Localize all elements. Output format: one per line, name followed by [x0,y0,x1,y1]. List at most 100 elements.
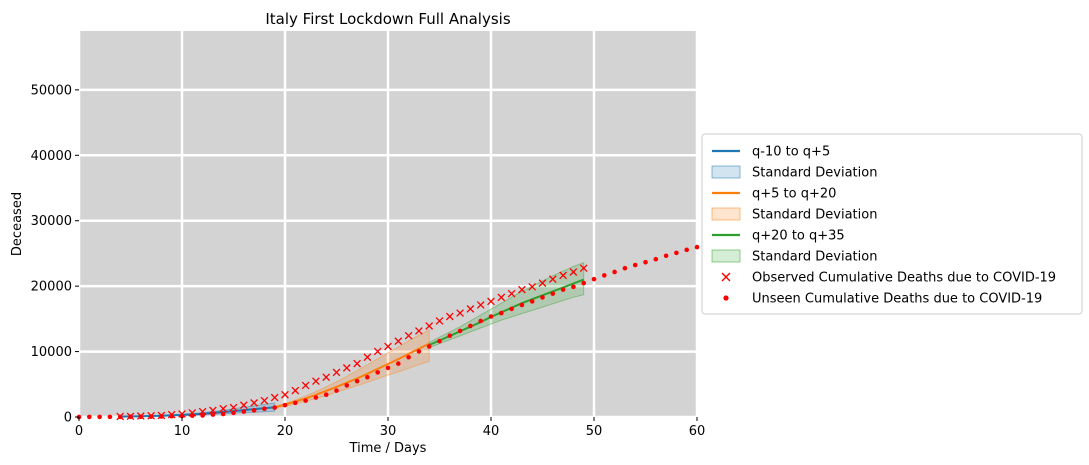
unseen-point [303,398,308,403]
observed-point [342,364,351,372]
observed-point [435,317,444,325]
unseen-point [581,280,586,286]
observed-point [116,412,125,421]
y-axis-ticks: 0 10000 20000 30000 40000 50000 [31,83,79,426]
unseen-point [653,256,659,262]
observed-point [363,353,372,362]
observed-point [559,271,567,280]
observed-point [507,289,516,298]
x-tick-label-0: 0 [75,424,83,439]
legend: q-10 to q+5 Standard Deviation q+5 to q+20… [701,133,1083,315]
legend-label-6: Standard Deviation [752,250,877,265]
observed-point [445,312,454,321]
observed-point [250,399,258,407]
unseen-point [159,414,164,419]
observed-point [301,381,310,390]
observed-point [147,411,155,420]
chart-title: Italy First Lockdown Full Analysis [265,10,510,28]
x-tick-label-3: 30 [380,424,397,439]
observed-point [415,327,423,335]
observed-point [219,404,228,413]
unseen-point [272,405,278,410]
observed-point [198,407,207,416]
unseen-point [488,314,494,319]
unseen-point [478,318,484,324]
observed-point [270,393,279,402]
unseen-point [643,259,648,265]
unseen-point [416,349,422,354]
unseen-point [262,406,267,412]
unseen-point [694,244,700,250]
observed-point [209,406,217,415]
observed-point [518,285,526,294]
y-axis-label: Deceased [10,192,25,256]
unseen-point [426,344,432,349]
unseen-points [76,244,700,420]
unseen-point [251,408,257,413]
observed-point [569,268,578,276]
legend-label-3: q+5 to q+20 [752,187,836,202]
unseen-point [375,370,381,375]
unseen-point [632,262,638,268]
x-tick-label-5: 50 [586,424,603,439]
unseen-point [509,306,514,312]
unseen-point [550,291,556,296]
series-lines [120,278,585,418]
x-axis-ticks: 0 10 20 30 40 50 60 [75,417,705,439]
legend-handle-patch [711,165,741,179]
observed-point [353,359,361,368]
unseen-point [396,361,401,366]
unseen-point [519,302,525,308]
unseen-point [406,354,411,360]
legend-handle-dot [723,295,729,301]
y-tick-label-2: 20000 [31,280,72,295]
observed-point [136,412,145,420]
observed-point [229,403,238,412]
y-tick-label-5: 50000 [31,83,72,98]
observed-point [312,377,320,386]
observed-point [528,282,537,291]
unseen-point [354,378,360,384]
observed-point [394,337,403,346]
unseen-point [231,410,236,416]
observed-points [116,264,588,421]
unseen-point [344,383,350,388]
observed-point [322,373,331,382]
legend-label-4: Standard Deviation [752,208,877,223]
series-line-3 [428,278,585,346]
legend-label-1: q-10 to q+5 [752,145,830,160]
unseen-point [571,284,576,290]
unseen-point [385,365,391,371]
unseen-point [437,338,442,344]
y-tick-label-1: 10000 [31,345,72,360]
unseen-point [148,414,154,419]
legend-handle-patch [711,249,741,263]
unseen-point [540,295,545,300]
observed-point [466,305,475,313]
unseen-point [468,323,473,329]
unseen-point [293,400,298,406]
observed-point [188,409,197,417]
observed-point [167,410,176,419]
observed-point [281,390,289,399]
x-tick-label-1: 10 [174,424,191,439]
observed-point [126,412,135,421]
legend-label-2: Standard Deviation [752,166,877,181]
series-line-1 [120,406,275,418]
unseen-point [447,333,453,338]
observed-point [332,368,341,377]
legend-label-7: Observed Cumulative Deaths due to COVID-… [752,271,1056,286]
legend-label-8: Unseen Cumulative Deaths due to COVID-19 [752,292,1042,307]
y-tick-label-0: 0 [64,411,72,426]
legend-handle-patch [711,207,741,221]
observed-point [456,309,464,317]
observed-point [538,279,547,287]
unseen-point [499,310,504,316]
unseen-point [365,374,370,380]
unseen-point [560,287,566,292]
x-tick-label-2: 20 [277,424,294,439]
legend-handle-x [721,272,731,282]
observed-point [260,396,269,405]
unseen-point [602,273,607,278]
